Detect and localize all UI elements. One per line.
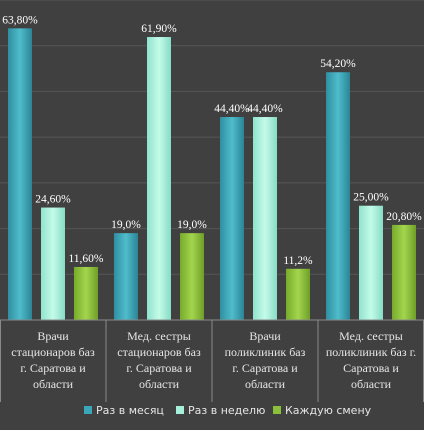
legend-swatch [273,406,281,414]
legend-item-2: Раз в неделю [176,404,265,417]
data-labels-group: 63,80% 24,60% 11,60% 19,0% 61,90% 19,0% 44,40%… [2,14,422,266]
x-tick-label-1: Врачи стационаров баз г. Саратова и области [11,329,95,391]
legend-swatch [176,406,184,414]
bars-group [8,28,416,321]
data-label-2-2: 61,90% [141,23,177,35]
bar-2-3 [253,117,277,321]
bar-2-1 [41,207,65,320]
data-label-3-2: 19,0% [177,219,207,231]
legend: Раз в месяц Раз в неделю Каждую смену [84,404,372,417]
bar-1-3 [220,117,244,321]
data-label-2-4: 25,00% [353,192,389,204]
bar-2-2 [147,37,171,321]
bar-1-1 [8,28,32,320]
bar-3-3 [286,268,310,320]
x-axis: Врачи стационаров баз г. Саратова и области… [0,319,424,402]
data-label-3-1: 11,60% [68,253,103,265]
bar-1-4 [326,72,350,320]
legend-label: Раз в неделю [188,404,265,417]
data-label-2-1: 24,60% [35,194,71,206]
bar-3-4 [392,224,416,320]
data-label-1-2: 19,0% [111,219,141,231]
grid-lines [0,0,424,275]
data-label-3-4: 20,80% [386,211,422,223]
x-tick-label-3: Врачи поликлиник баз г. Саратова и области [225,329,306,391]
legend-swatch [84,406,92,414]
legend-label: Каждую смену [285,404,372,417]
data-label-1-1: 63,80% [2,14,38,26]
bar-2-4 [359,205,383,320]
data-label-1-3: 44,40% [214,103,250,115]
bar-1-2 [114,233,138,320]
data-label-2-3: 44,40% [247,103,283,115]
bar-3-1 [74,266,98,320]
legend-label: Раз в месяц [96,404,164,417]
bar-3-2 [180,233,204,320]
data-label-1-4: 54,20% [320,58,356,70]
legend-item-3: Каждую смену [273,404,372,417]
legend-item-1: Раз в месяц [84,404,164,417]
x-tick-label-4: Мед. сестры поликлиник баз г. Саратова и об… [326,329,416,391]
data-label-3-3: 11,2% [283,255,313,267]
